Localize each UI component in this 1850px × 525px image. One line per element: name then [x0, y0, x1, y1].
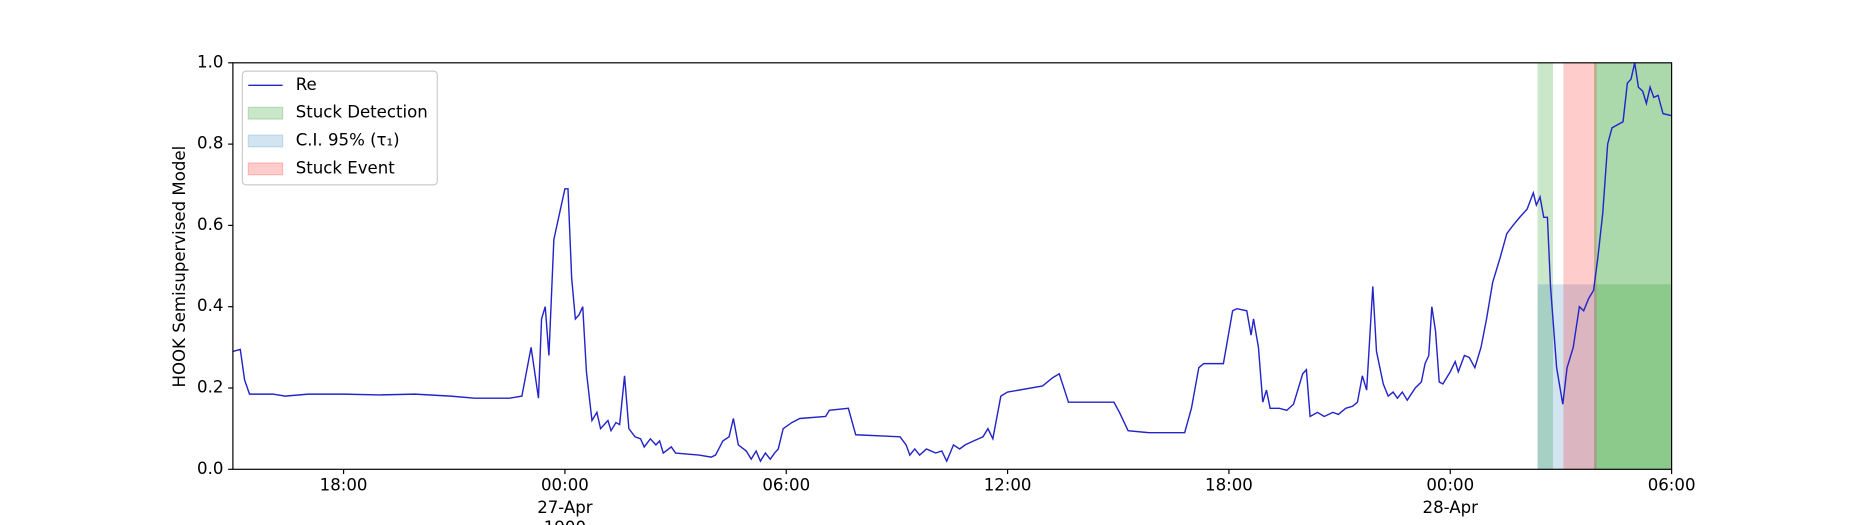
plot-frame [232, 62, 1673, 470]
y-tick-label: 0.0 [197, 459, 223, 478]
y-axis-label: HOOK Semisupervised Model [170, 146, 189, 388]
span [1594, 62, 1672, 470]
legend-patch [247, 106, 284, 120]
x-tick-label: 00:00 [541, 475, 589, 494]
legend: Re Stuck Detection C.I. 95% (τ₁) Stuck Even… [241, 70, 438, 186]
legend-patch [247, 162, 284, 176]
legend-label: Stuck Event [296, 158, 396, 177]
span [1563, 62, 1597, 470]
legend-box [241, 70, 438, 186]
x-tick-label: 06:00 [762, 475, 810, 494]
y-tick-label: 0.2 [197, 378, 223, 397]
span [1537, 284, 1597, 470]
span [1596, 284, 1672, 470]
x-tick-sublabel: 27-Apr [537, 498, 593, 517]
x-tick-label: 06:00 [1648, 475, 1696, 494]
x-tick-sublabel: 28-Apr [1423, 498, 1479, 517]
y-tick-label: 0.8 [197, 134, 223, 153]
span [1537, 62, 1553, 470]
x-tick-label: 18:00 [320, 475, 368, 494]
x-tick-sublabel: 1900 [544, 518, 586, 525]
y-tick-label: 1.0 [197, 52, 223, 71]
x-tick-label: 12:00 [984, 475, 1032, 494]
legend-label: Re [296, 75, 317, 94]
data-line [232, 62, 1672, 463]
x-tick-label: 00:00 [1426, 475, 1474, 494]
y-tick-label: 0.6 [197, 215, 223, 234]
legend-patch [247, 134, 284, 148]
legend-label: C.I. 95% (τ₁) [296, 131, 400, 150]
legend-label: Stuck Detection [296, 103, 428, 122]
x-tick-label: 18:00 [1205, 475, 1253, 494]
y-tick-label: 0.4 [197, 296, 223, 315]
